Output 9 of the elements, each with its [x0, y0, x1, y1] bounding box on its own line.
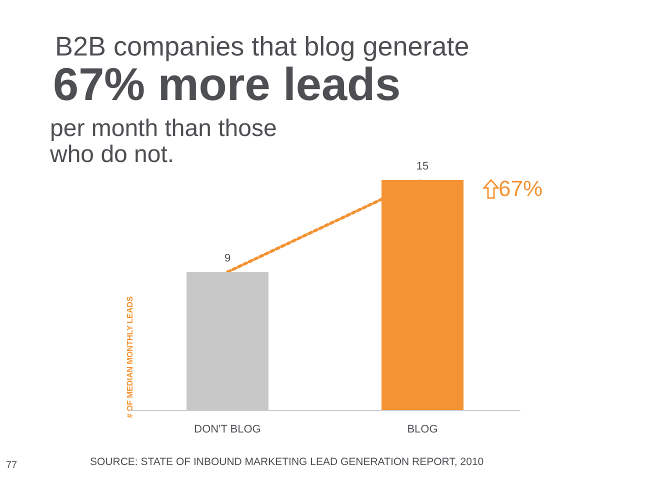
- annotation: 67%: [498, 176, 543, 202]
- text: per month than those who do not.: [50, 115, 278, 168]
- data-label: 9: [224, 252, 231, 264]
- chart-title: B2B companies that blog generate: [55, 32, 470, 62]
- x-tick-label: BLOG: [407, 424, 438, 436]
- source-note: SOURCE: STATE OF INBOUND MARKETING LEAD GENERATION REPORT, 2010: [90, 456, 484, 468]
- data-label: 15: [416, 160, 429, 172]
- x-tick-label: DON'T BLOG: [194, 424, 261, 436]
- text: 77: [6, 460, 18, 471]
